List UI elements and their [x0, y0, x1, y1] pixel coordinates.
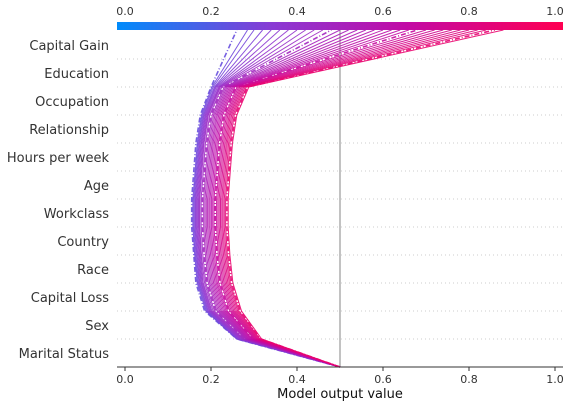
x-axis-ticks [124, 367, 556, 371]
colorbar-tick-label: 1.0 [546, 5, 564, 18]
decision-line [208, 29, 375, 368]
feature-label: Sex [85, 319, 109, 334]
decision-line [227, 29, 504, 368]
x-tick-label: 0.2 [202, 373, 220, 386]
decision-line [197, 29, 341, 368]
colorbar [117, 22, 563, 30]
decision-line [223, 29, 478, 368]
decision-line [216, 29, 427, 368]
decision-line [194, 29, 341, 368]
x-tick-label: 0.8 [460, 373, 478, 386]
decision-line [226, 29, 495, 368]
colorbar-tick-label: 0.6 [374, 5, 392, 18]
decision-line [198, 29, 341, 368]
feature-label: Education [44, 67, 109, 82]
decision-line [195, 29, 341, 368]
x-axis-title: Model output value [277, 387, 403, 402]
decision-line [193, 29, 341, 368]
feature-label: Relationship [29, 123, 109, 138]
decision-line [207, 29, 366, 368]
decision-line [217, 29, 435, 368]
decision-line [196, 29, 341, 368]
decision-line [220, 29, 452, 368]
decision-line [214, 29, 418, 368]
decision-line [201, 29, 341, 368]
decision-lines [190, 29, 504, 368]
decision-line [204, 29, 349, 368]
feature-label: Workclass [44, 207, 109, 222]
decision-line [195, 29, 341, 368]
decision-line [218, 29, 444, 368]
feature-label: Hours per week [7, 151, 110, 166]
feature-label: Occupation [35, 95, 109, 110]
decision-line [203, 29, 341, 368]
colorbar-tick-label: 0.2 [202, 5, 220, 18]
feature-label: Capital Gain [29, 39, 109, 54]
decision-line [200, 29, 341, 368]
x-tick-label: 0.6 [374, 373, 392, 386]
decision-line [205, 29, 358, 368]
decision-line [221, 29, 461, 368]
feature-label: Capital Loss [31, 291, 109, 306]
feature-label: Age [84, 179, 109, 194]
x-tick-label: 1.0 [546, 373, 564, 386]
x-tick-label: 0.4 [288, 373, 306, 386]
feature-labels: Capital Gain Education Occupation Relati… [7, 39, 110, 362]
x-tick-labels: 0.0 0.2 0.4 0.6 0.8 1.0 [116, 373, 564, 386]
decision-line [222, 29, 470, 368]
decision-line [199, 29, 341, 368]
colorbar-tick-label: 0.8 [460, 5, 478, 18]
colorbar-tick-label: 0.4 [288, 5, 306, 18]
decision-line [192, 29, 341, 368]
feature-label: Race [77, 263, 109, 278]
colorbar-tick-label: 0.0 [116, 5, 134, 18]
decision-line [225, 29, 487, 368]
decision-line [213, 29, 409, 368]
decision-line [209, 29, 384, 368]
decision-line [190, 29, 341, 368]
feature-label: Marital Status [19, 347, 110, 362]
feature-label: Country [57, 235, 109, 250]
x-tick-label: 0.0 [116, 373, 134, 386]
colorbar-ticks: 0.0 0.2 0.4 0.6 0.8 1.0 [116, 5, 564, 18]
decision-line [210, 29, 392, 368]
decision-line [212, 29, 401, 368]
